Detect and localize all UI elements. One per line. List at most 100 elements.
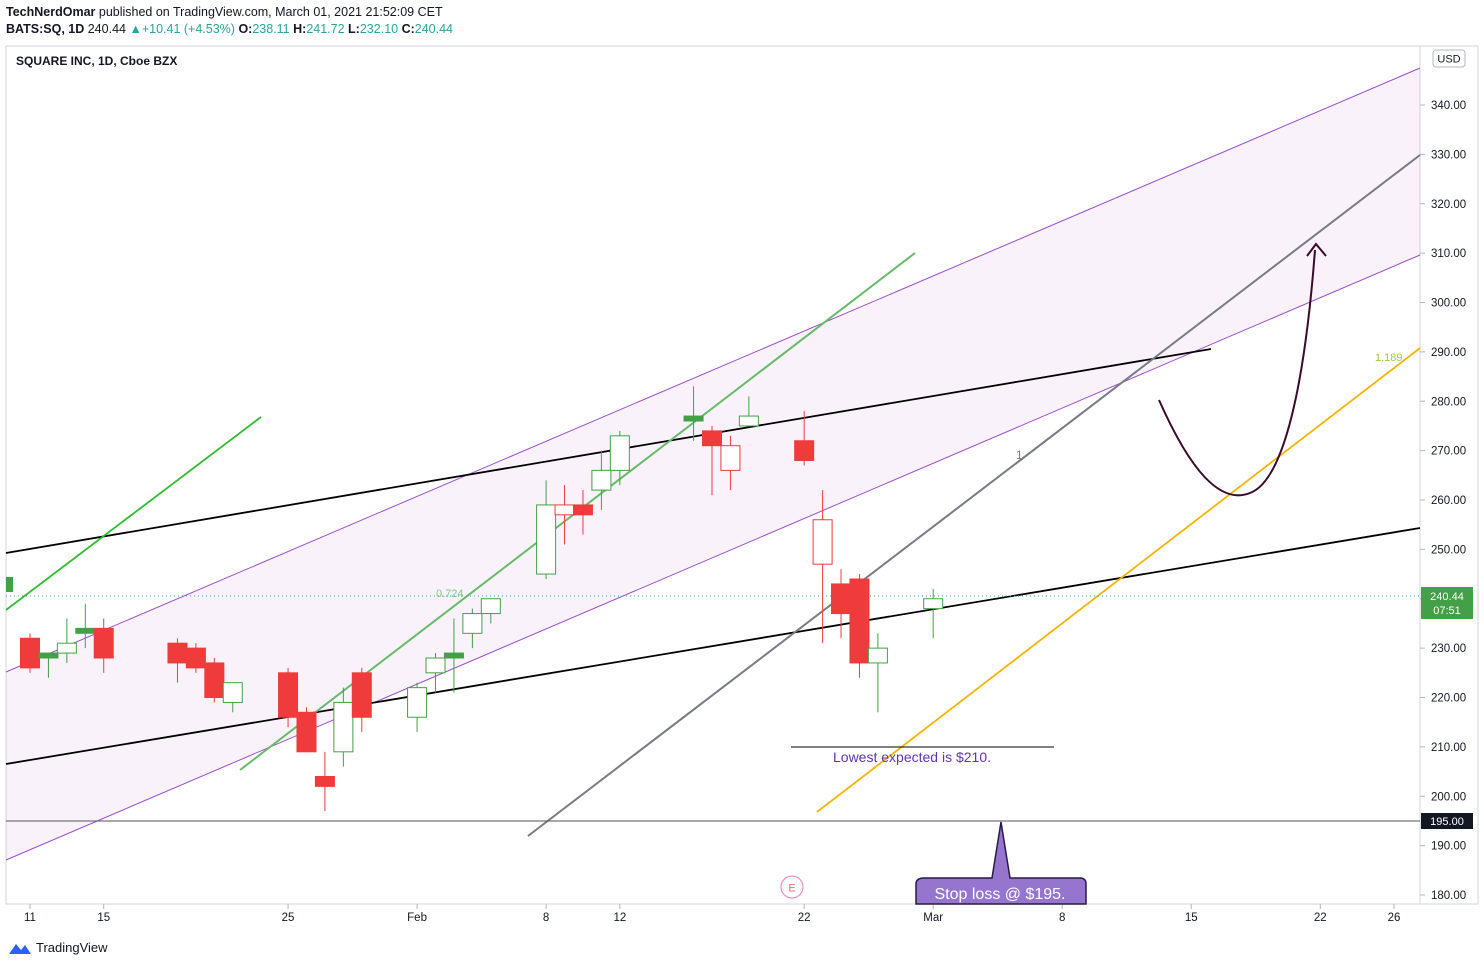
candle[interactable]	[167, 638, 188, 683]
projection-arrow-icon	[1306, 242, 1327, 257]
level-price-tag	[1421, 813, 1473, 829]
candle-body	[333, 701, 354, 753]
candles-group	[20, 386, 944, 812]
candle[interactable]	[702, 425, 722, 496]
high-label: H:	[293, 22, 307, 36]
lower-trendline	[5, 527, 1421, 765]
candle[interactable]	[794, 411, 815, 466]
currency-box[interactable]	[1432, 49, 1466, 68]
high-value: 241.72	[306, 22, 345, 36]
candle-body	[296, 711, 317, 753]
close-value: 240.44	[414, 22, 454, 36]
candle-body	[609, 435, 630, 471]
edge-candle	[6, 577, 13, 592]
price-tick-label: 190.00	[1431, 841, 1466, 853]
candle[interactable]	[407, 682, 428, 733]
candle-body	[93, 627, 114, 659]
candle[interactable]	[20, 633, 40, 673]
candle-body	[591, 469, 612, 491]
price-tick-label: 330.00	[1431, 149, 1466, 161]
candle-body	[923, 598, 944, 610]
candle-body	[831, 583, 852, 615]
price-tick-label: 270.00	[1431, 446, 1466, 458]
time-tick-label: 8	[543, 912, 549, 924]
candle-body	[554, 504, 575, 516]
candle[interactable]	[56, 618, 77, 663]
candle[interactable]	[812, 490, 833, 644]
candle-body	[443, 652, 464, 659]
earnings-marker[interactable]	[780, 875, 804, 899]
candle[interactable]	[278, 667, 299, 728]
candle[interactable]	[222, 682, 243, 713]
price-tick-label: 320.00	[1431, 199, 1466, 211]
time-tick-label: 15	[97, 912, 110, 924]
candle[interactable]	[425, 653, 446, 693]
candle-body	[75, 627, 96, 634]
low-value: 232.10	[359, 22, 399, 36]
candle-body	[572, 504, 593, 516]
currency-label: USD	[1437, 54, 1460, 66]
candle-body	[812, 519, 833, 565]
time-tick-label: 15	[1185, 912, 1198, 924]
candle-body	[849, 578, 870, 664]
price-change: +10.41 (+4.53%)	[141, 22, 235, 36]
candle-body	[185, 647, 206, 669]
price-tick-label: 200.00	[1431, 791, 1466, 803]
candle[interactable]	[296, 707, 317, 753]
time-tick-label: 12	[613, 912, 626, 924]
candle-body	[536, 504, 557, 575]
candle-body	[794, 440, 815, 461]
candle[interactable]	[462, 608, 483, 649]
price-tick-label: 180.00	[1431, 890, 1466, 902]
last-price: 240.44	[87, 22, 126, 36]
candle[interactable]	[720, 435, 741, 491]
price-tick-label: 280.00	[1431, 396, 1466, 408]
candle[interactable]	[185, 643, 206, 673]
candle[interactable]	[849, 574, 870, 678]
open-value: 238.11	[252, 22, 290, 36]
candle[interactable]	[683, 386, 704, 441]
candle[interactable]	[536, 480, 557, 579]
fib-label-1: 1	[1016, 448, 1023, 462]
price-tick-label: 250.00	[1431, 544, 1466, 556]
ohlc-legend: BATS:SQ, 1D 240.44 ▲+10.41 (+4.53%) O:23…	[6, 22, 453, 36]
candle[interactable]	[204, 658, 225, 703]
close-label: C:	[401, 22, 415, 36]
candle[interactable]	[867, 633, 888, 713]
publish-text: published on TradingView.com, March 01, …	[95, 5, 443, 19]
candle-body	[20, 637, 40, 669]
candle[interactable]	[591, 450, 612, 510]
time-tick-label: Mar	[923, 912, 943, 924]
time-axis[interactable]: 11 15 25 Feb 8 12 22 Mar 8 15 22 26	[24, 904, 1400, 924]
time-tick-label: Feb	[407, 912, 427, 924]
price-tick-label: 260.00	[1431, 495, 1466, 507]
last-price-countdown: 07:51	[1433, 605, 1461, 617]
candle[interactable]	[443, 618, 464, 693]
level-price-tag-value: 195.00	[1430, 816, 1464, 828]
candle[interactable]	[314, 751, 335, 812]
candle[interactable]	[738, 396, 759, 427]
candle-body	[720, 445, 741, 471]
candle[interactable]	[480, 598, 501, 624]
channel-lower-line	[5, 254, 1421, 861]
candle[interactable]	[923, 588, 944, 639]
candle[interactable]	[93, 618, 114, 673]
footer-brand[interactable]: TradingView	[8, 940, 108, 955]
price-tick-label: 310.00	[1431, 248, 1466, 260]
low-label: L:	[348, 22, 360, 36]
chart-frame	[5, 45, 1479, 905]
fib-label-0724: 0.724	[436, 588, 464, 600]
candle-body	[351, 672, 372, 718]
candle[interactable]	[38, 652, 59, 678]
candle[interactable]	[831, 569, 852, 639]
last-price-tag-value: 240.44	[1430, 591, 1464, 603]
candle[interactable]	[572, 490, 593, 535]
candle[interactable]	[333, 687, 354, 767]
lowest-expected-annotation: Lowest expected is $210.	[833, 749, 991, 765]
author-name[interactable]: TechNerdOmar	[6, 5, 96, 19]
candle[interactable]	[609, 430, 630, 486]
candle[interactable]	[351, 667, 372, 733]
candle-body	[702, 430, 722, 447]
price-axis[interactable]: 180.00 190.00 200.00 210.00 220.00 230.00 240.…	[1420, 100, 1466, 902]
